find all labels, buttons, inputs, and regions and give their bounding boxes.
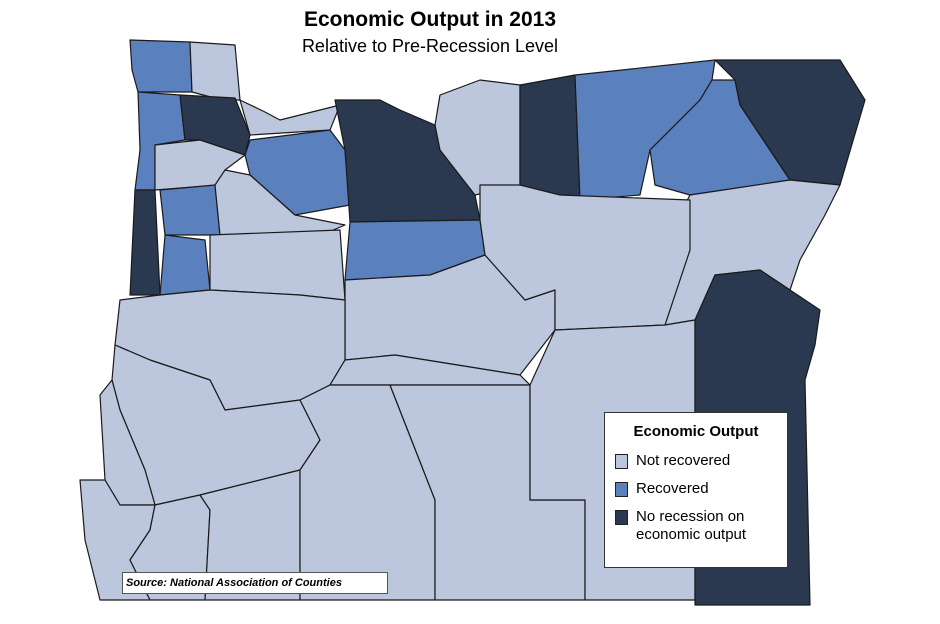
legend-swatch [615, 454, 628, 469]
legend-item: Recovered [613, 480, 779, 498]
map-subtitle: Relative to Pre-Recession Level [301, 36, 559, 56]
legend-title: Economic Output [633, 423, 759, 440]
map-title: Economic Output in 2013 [303, 8, 557, 31]
county [129, 189, 161, 296]
county [209, 229, 346, 301]
legend-items: Not recovered Recovered No recession on ec… [613, 452, 779, 544]
legend-label: No recession on economic output [636, 508, 747, 543]
legend-label: Recovered [636, 480, 709, 497]
legend-label: Not recovered [636, 452, 731, 469]
legend: Economic Output Not recovered Recovered No… [604, 412, 788, 568]
legend-swatch [615, 482, 628, 497]
county [159, 234, 211, 296]
source-note: Source: National Association of Counties [122, 572, 388, 594]
legend-item: Not recovered [613, 452, 779, 470]
legend-swatch [615, 510, 628, 525]
legend-item: No recession on economic output [613, 508, 779, 544]
counties [79, 39, 866, 606]
county [129, 39, 193, 93]
county [239, 99, 341, 136]
county [159, 184, 221, 236]
county [519, 74, 581, 201]
